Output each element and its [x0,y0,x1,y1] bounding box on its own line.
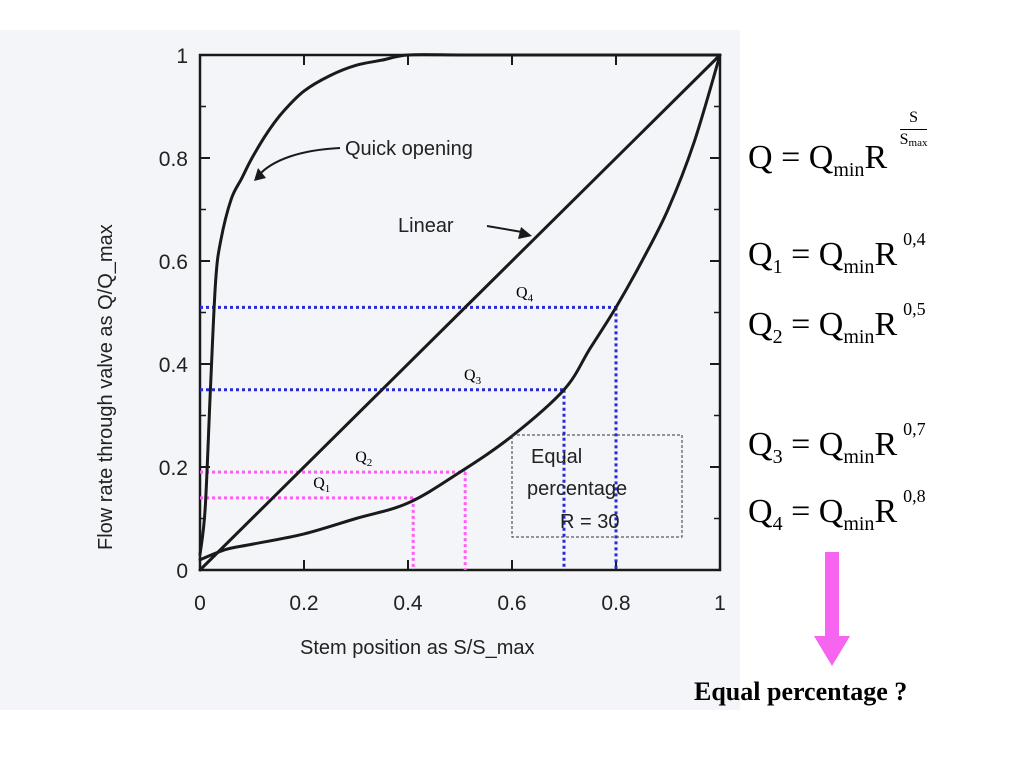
linear-pointer-head [518,227,532,239]
x-tick-label-2: 0.4 [393,592,423,615]
valve-characteristic-chart: 0 0.2 0.4 0.6 0.8 1 0 0.2 0.4 0.6 0.8 1 Q1 Q2 Q3 Q4 E… [95,45,726,659]
q-guide-lines: Q1 Q2 Q3 Q4 [200,284,618,570]
equal-percentage-label-line3: R = 30 [560,511,619,533]
x-axis-title: Stem position as S/S_max [300,637,535,659]
x-tick-label-0: 0 [194,592,206,615]
formula-q4: Q4 = QminR 0,8 [748,486,926,535]
series-line-1 [198,53,722,572]
x-tick-labels: 0 0.2 0.4 0.6 0.8 1 [194,592,726,615]
x-tick-label-1: 0.2 [289,592,318,615]
marker-label-Q2: Q2 [355,449,372,469]
general-formula: Q = QminR S Smax [748,109,928,181]
marker-label-Q4: Q4 [516,284,534,304]
series-line-2 [198,53,722,562]
y-tick-label-2: 0.4 [159,354,189,377]
x-tick-label-4: 0.8 [601,592,630,615]
y-tick-label-5: 1 [176,45,188,68]
formula-q1: Q1 = QminR 0,4 [748,229,926,278]
y-tick-label-1: 0.2 [159,457,188,480]
y-axis-title: Flow rate through valve as Q/Q_max [95,224,117,550]
formula-q3: Q3 = QminR 0,7 [748,419,926,468]
y-tick-label-0: 0 [176,560,188,583]
exponent-fraction: S Smax [899,109,928,149]
x-tick-label-3: 0.6 [497,592,526,615]
linear-pointer [486,225,523,233]
series-line-0 [198,53,722,557]
y-tick-labels: 0 0.2 0.4 0.6 0.8 1 [159,45,189,583]
y-tick-label-3: 0.6 [159,251,188,274]
series-curves [198,53,722,572]
equal-percentage-label-line1: Equal [531,446,582,468]
y-tick-label-4: 0.8 [159,148,188,171]
equal-percentage-label-box [511,434,683,538]
linear-label: Linear [398,215,454,237]
quick-opening-pointer [257,147,341,177]
down-arrow-icon [814,552,850,666]
equal-percentage-label-line2: percentage [527,478,627,500]
marker-label-Q3: Q3 [464,367,482,387]
quick-opening-label: Quick opening [345,138,473,160]
quick-opening-pointer-head [254,168,266,181]
formula-q2: Q2 = QminR 0,5 [748,299,926,348]
equal-percentage-question: Equal percentage ? [694,677,908,706]
marker-label-Q1: Q1 [313,475,330,495]
x-tick-label-5: 1 [714,592,726,615]
